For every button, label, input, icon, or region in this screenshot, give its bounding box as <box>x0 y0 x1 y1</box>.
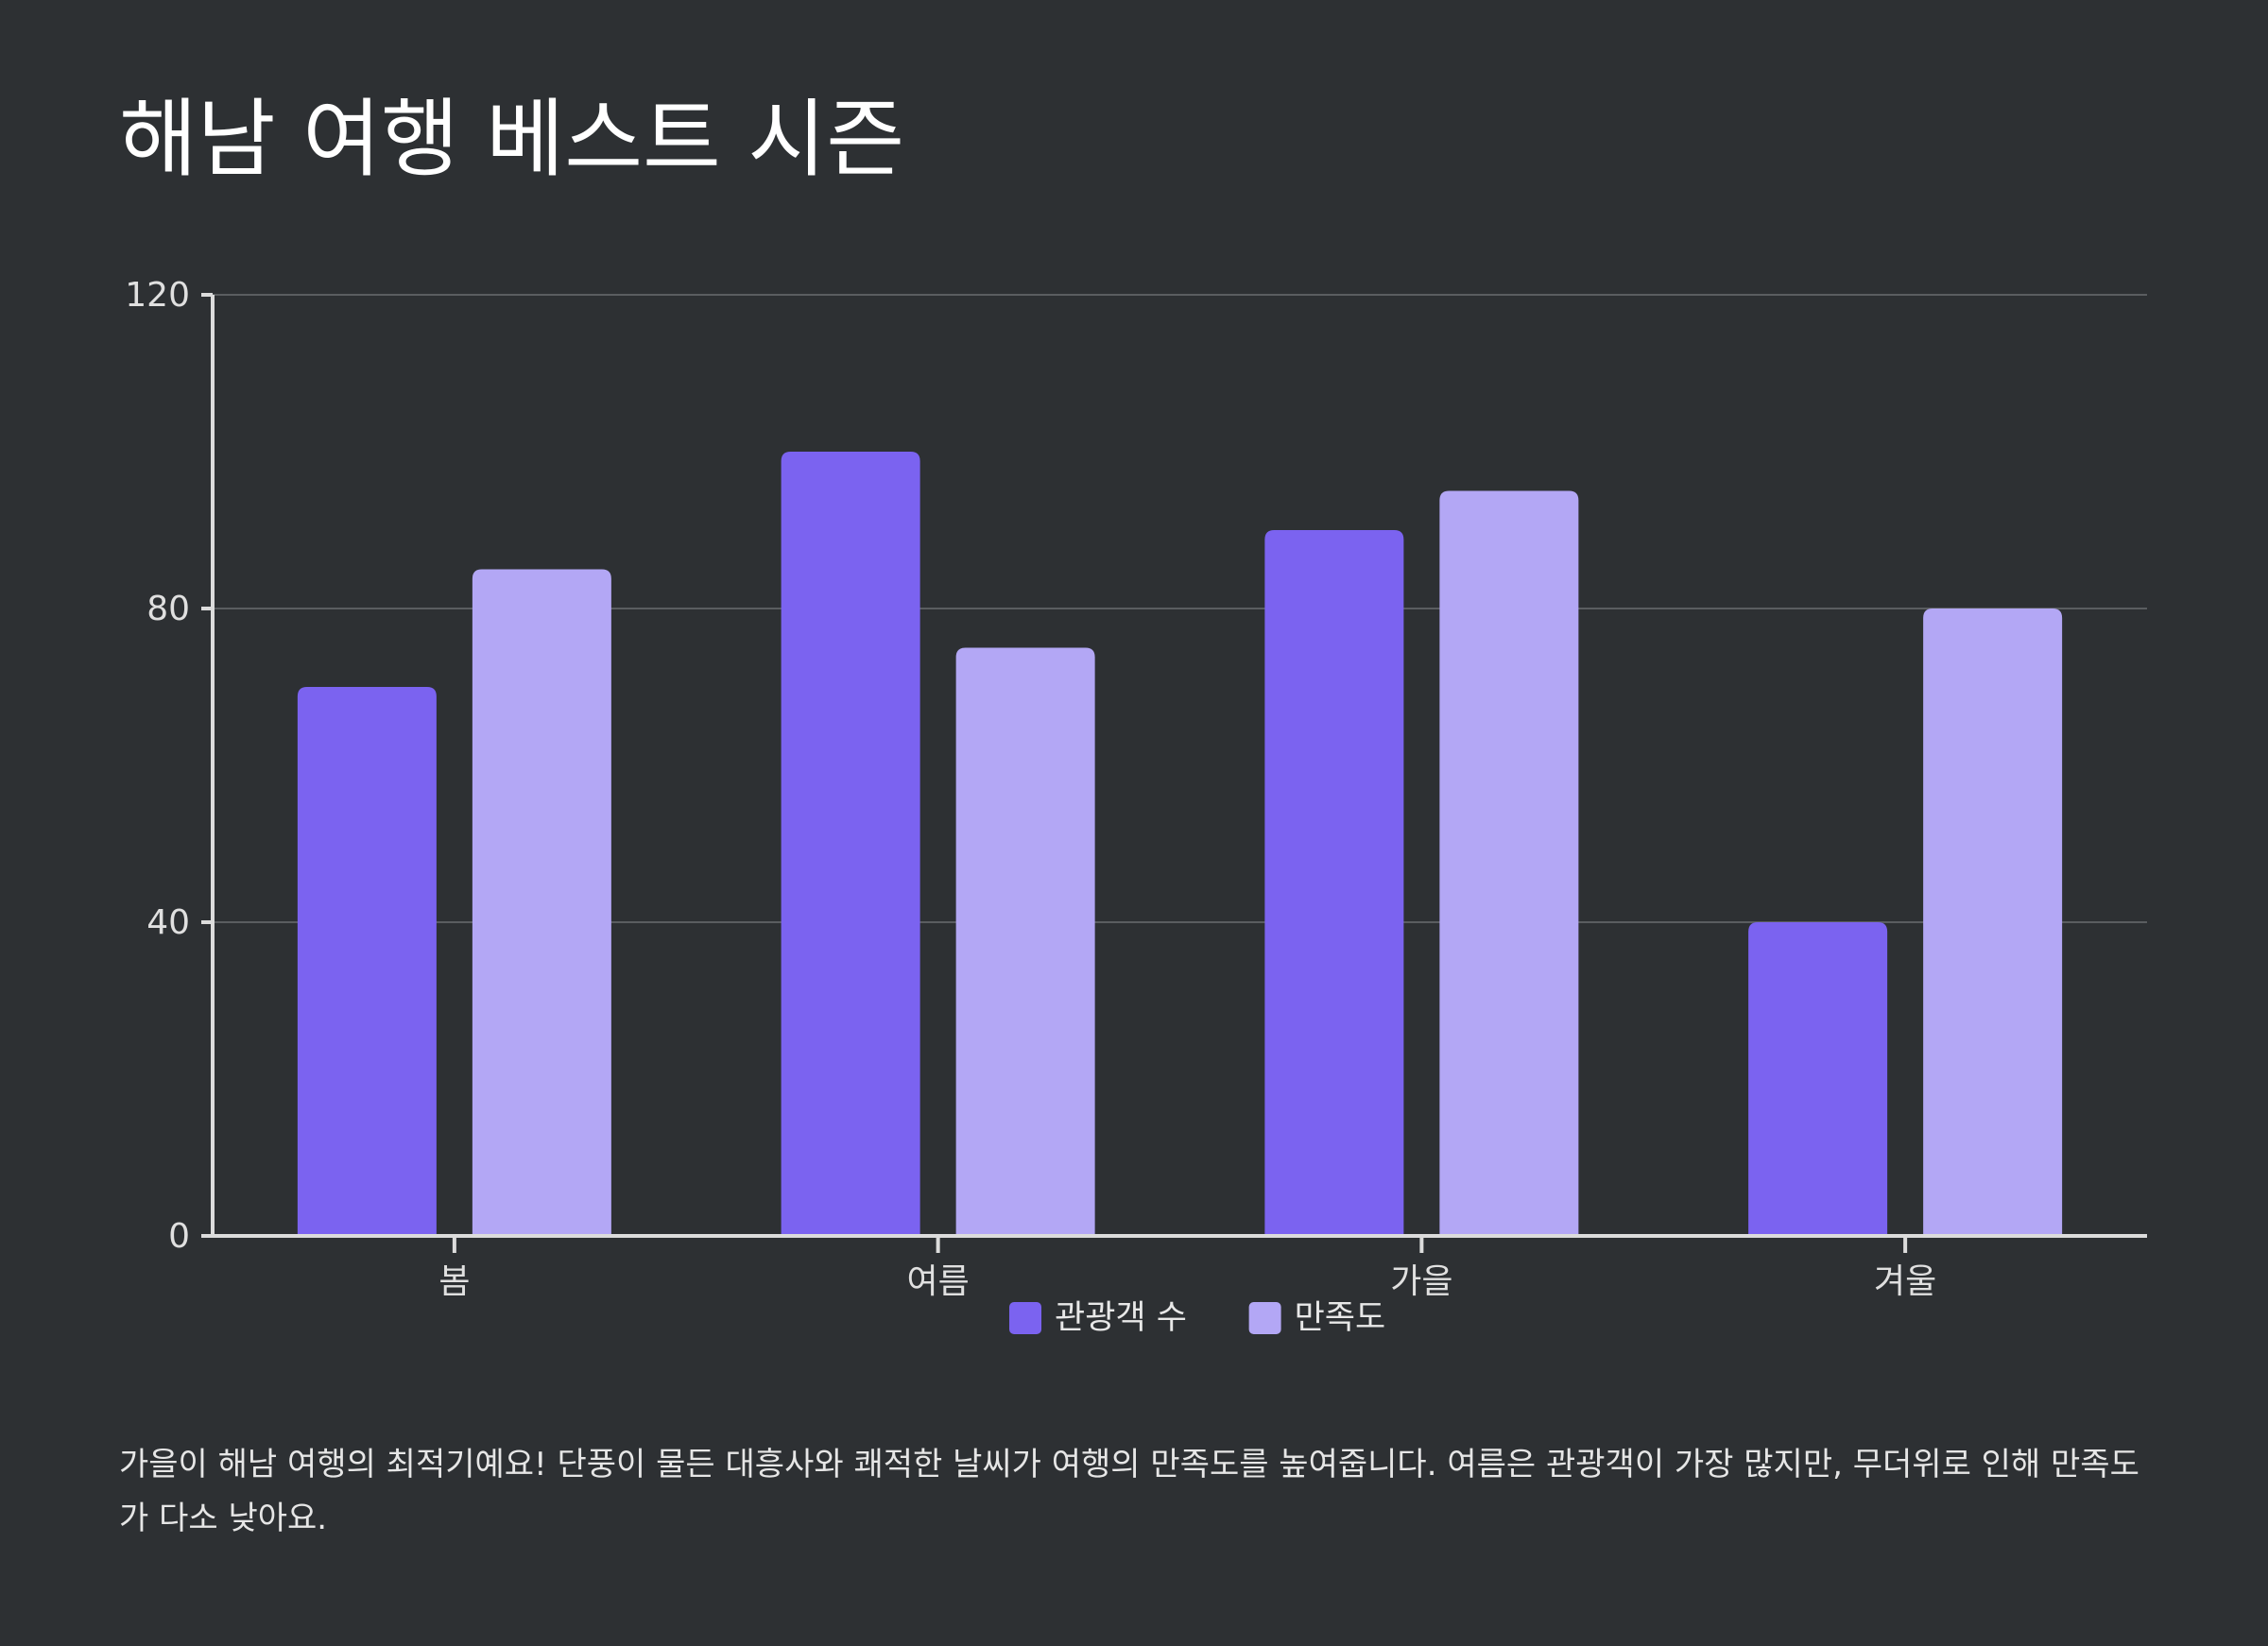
bars <box>297 452 2063 1236</box>
legend-swatch <box>1248 1302 1281 1334</box>
bar-satisfaction <box>1923 609 2063 1236</box>
y-tick-label: 40 <box>146 903 190 942</box>
bar-visitors <box>1264 530 1404 1236</box>
legend: 관광객 수 만족도 <box>1009 1299 1385 1337</box>
x-tick-label: 봄 <box>438 1262 470 1301</box>
bar-visitors <box>781 452 920 1236</box>
bar-satisfaction <box>1439 490 1579 1236</box>
chart-caption: 가을이 해남 여행의 최적기예요! 단풍이 물든 대흥사와 쾌적한 날씨가 여행… <box>119 1446 2139 1537</box>
bar-visitors <box>297 687 437 1236</box>
x-tick-label: 겨울 <box>1874 1262 1936 1301</box>
bar-satisfaction <box>472 569 611 1236</box>
y-tick-label: 0 <box>168 1217 190 1256</box>
legend-label: 관광객 수 <box>1055 1299 1187 1337</box>
y-tick-label: 120 <box>125 276 190 315</box>
legend-label: 만족도 <box>1295 1299 1386 1337</box>
axes: 0 40 80 120 봄 여름 가을 겨울 <box>125 276 2147 1301</box>
chart-title: 해남 여행 베스트 시즌 <box>119 90 905 189</box>
bar-satisfaction <box>955 647 1095 1236</box>
x-tick-label: 가을 <box>1390 1262 1452 1301</box>
y-tick-label: 80 <box>146 590 190 628</box>
x-tick-label: 여름 <box>907 1262 970 1301</box>
bar-visitors <box>1748 922 1888 1236</box>
legend-swatch <box>1009 1302 1042 1334</box>
bar-chart: 0 40 80 120 봄 여름 가을 겨울 관광객 수 만족도 <box>125 276 2147 1337</box>
